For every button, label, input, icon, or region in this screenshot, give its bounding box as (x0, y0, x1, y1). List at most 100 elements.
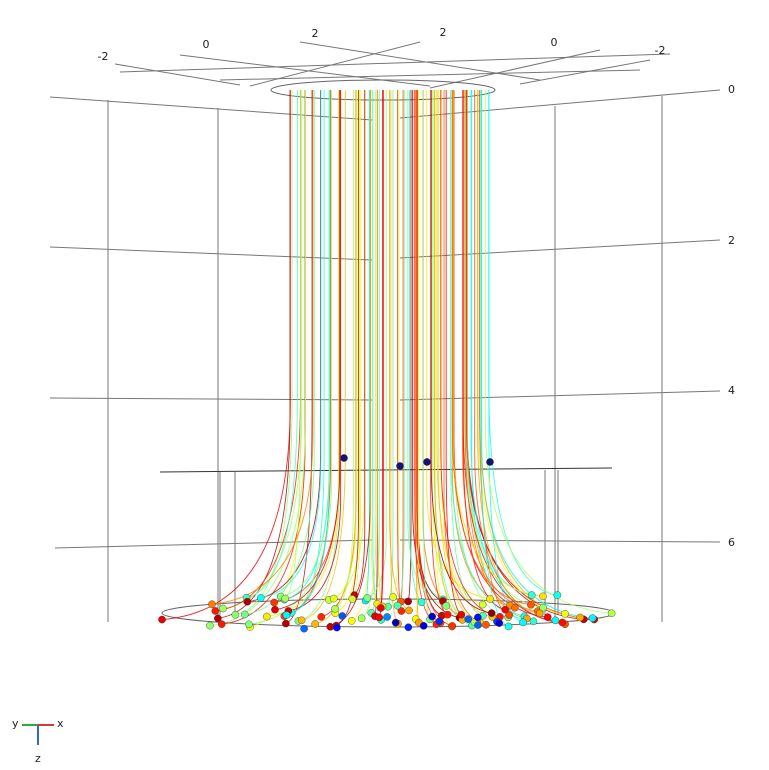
particle (282, 611, 291, 619)
particle (482, 620, 490, 629)
particle (393, 601, 402, 610)
particle (363, 594, 372, 602)
particle (504, 622, 513, 631)
particle (474, 621, 482, 629)
trajectory (430, 90, 492, 614)
particle (281, 594, 289, 603)
trajectory (248, 90, 332, 625)
trajectory (465, 90, 532, 596)
trajectory (378, 90, 385, 618)
trajectory (284, 90, 301, 599)
particle (282, 619, 290, 628)
particle (607, 609, 616, 618)
particle (478, 600, 487, 609)
particle (270, 598, 278, 607)
trajectory (484, 90, 612, 614)
trajectory (477, 90, 540, 614)
grid-line (219, 69, 641, 81)
trajectory (452, 90, 544, 597)
particle (297, 616, 306, 625)
trajectory (453, 90, 548, 618)
particle (539, 603, 547, 612)
grid-line (49, 397, 373, 401)
trajectory (333, 90, 357, 599)
axis-label: -2 (98, 50, 109, 63)
triad-label: z (35, 752, 41, 765)
trajectory (222, 90, 303, 609)
trajectory (235, 90, 293, 616)
trajectory (477, 90, 566, 615)
trajectory (481, 90, 593, 619)
particle (457, 610, 466, 619)
grid-line (429, 49, 601, 89)
grid-line (249, 41, 421, 87)
grid-line (179, 54, 431, 87)
particle (442, 602, 451, 610)
particle (474, 613, 482, 622)
particle (519, 618, 527, 627)
trajectory (260, 90, 322, 599)
trajectory (274, 90, 341, 611)
particle (428, 612, 436, 621)
trajectory (389, 90, 410, 611)
trajectory (215, 90, 301, 612)
particle (404, 597, 412, 606)
grid-line (399, 390, 721, 401)
trajectory (209, 90, 306, 627)
trajectory (464, 90, 515, 609)
particle (357, 614, 366, 623)
particle (300, 624, 308, 633)
trajectory (450, 90, 484, 617)
trajectory (430, 90, 448, 616)
grid-line (519, 59, 651, 85)
particle (487, 609, 496, 617)
particle (551, 616, 560, 625)
trajectory (480, 90, 581, 618)
particle (262, 612, 271, 621)
grid-line (399, 239, 721, 259)
trajectory (451, 90, 511, 607)
particle (511, 603, 519, 612)
particle (486, 458, 494, 466)
grid-line (49, 246, 373, 261)
particle (448, 622, 457, 630)
trajectory (488, 90, 558, 596)
particle (435, 617, 444, 626)
particle (576, 613, 584, 622)
trajectory (415, 90, 420, 620)
particle (383, 613, 391, 621)
inlet-ellipse (270, 79, 496, 101)
trajectory (390, 90, 399, 624)
particle (377, 604, 385, 612)
particle (397, 607, 406, 615)
trajectory (335, 90, 361, 614)
trajectory (466, 90, 527, 619)
particle (391, 618, 400, 627)
particle (527, 591, 536, 599)
particle (211, 607, 220, 615)
axis-label: 6 (728, 536, 735, 549)
trajectory (416, 90, 444, 602)
trajectory (161, 90, 291, 621)
particle (389, 593, 397, 601)
trajectory (211, 90, 314, 605)
particle (338, 612, 347, 620)
trajectory (416, 90, 442, 617)
particle (208, 600, 216, 609)
particles (158, 454, 616, 633)
particle (396, 462, 404, 470)
particle (240, 610, 249, 619)
grid (49, 41, 721, 628)
trajectory (244, 90, 315, 615)
particle (495, 619, 503, 627)
particle (486, 595, 494, 603)
grid-line (399, 89, 721, 119)
particle (443, 610, 452, 619)
trajectory (370, 90, 378, 605)
trajectory (377, 90, 383, 607)
particle (404, 623, 413, 632)
axis-label: 2 (728, 234, 735, 247)
trajectories (161, 90, 612, 628)
trajectory (370, 90, 380, 614)
